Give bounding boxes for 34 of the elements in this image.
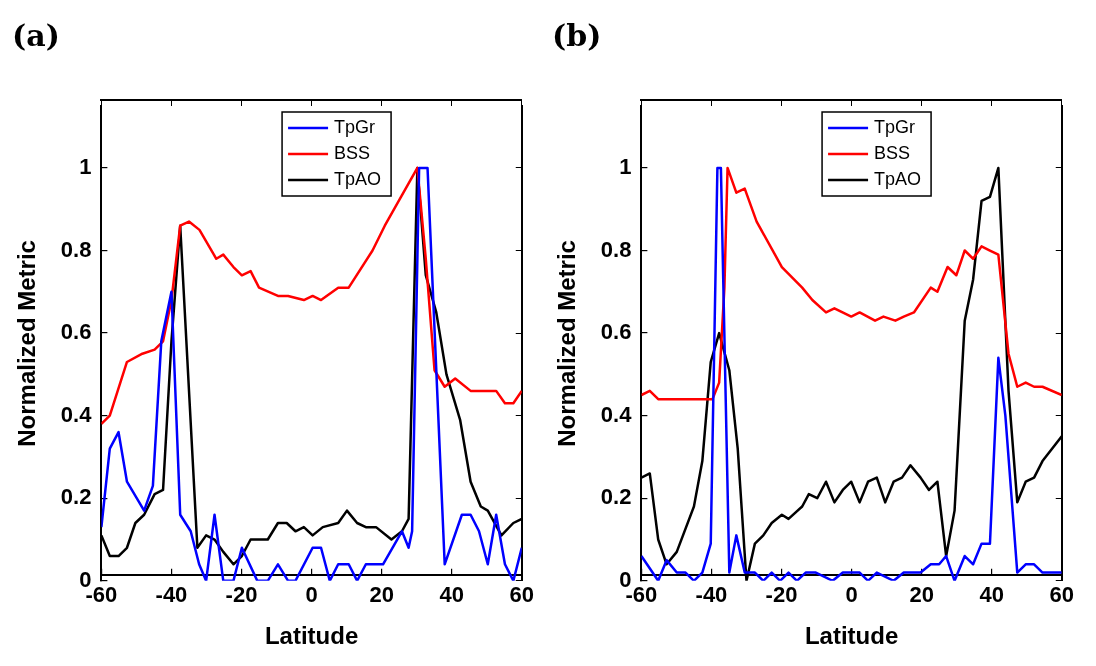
x-tick-label: 20 [369, 582, 394, 608]
y-tick-label: 0.4 [600, 401, 633, 427]
legend-label: TpGr [874, 116, 916, 137]
x-tick-label: -20 [225, 582, 258, 608]
x-axis-title: Latitude [264, 622, 359, 650]
y-tick-label: 1 [79, 153, 92, 179]
chart-title: (b) [552, 17, 602, 53]
x-tick-label: 60 [1049, 582, 1075, 608]
y-tick-label: 0.8 [60, 236, 92, 262]
y-tick-label: 0.4 [60, 401, 93, 427]
x-tick-label: -20 [765, 582, 798, 608]
x-tick-label: 40 [979, 582, 1004, 608]
y-tick-label: 0.6 [600, 319, 632, 345]
y-axis-title: Normalized Metric [553, 240, 581, 447]
y-tick-label: 0.8 [600, 236, 632, 262]
legend-label: BSS [334, 142, 371, 163]
x-tick-label: -40 [695, 582, 728, 608]
x-tick-label: 60 [509, 582, 535, 608]
chart-title: (a) [12, 17, 60, 53]
legend-label: TpAO [874, 168, 922, 189]
x-tick-label: 0 [845, 582, 858, 608]
y-tick-label: 1 [619, 153, 632, 179]
x-tick-label: 20 [909, 582, 934, 608]
legend-label: TpGr [334, 116, 376, 137]
x-tick-label: 40 [439, 582, 464, 608]
legend-label: BSS [874, 142, 911, 163]
x-tick-label: 0 [305, 582, 318, 608]
y-tick-label: 0.2 [60, 484, 92, 510]
y-tick-label: 0.2 [600, 484, 632, 510]
x-tick-label: -40 [155, 582, 188, 608]
y-axis-title: Normalized Metric [13, 240, 41, 447]
x-axis-title: Latitude [804, 622, 899, 650]
legend-label: TpAO [334, 168, 382, 189]
y-tick-label: 0.6 [60, 319, 92, 345]
